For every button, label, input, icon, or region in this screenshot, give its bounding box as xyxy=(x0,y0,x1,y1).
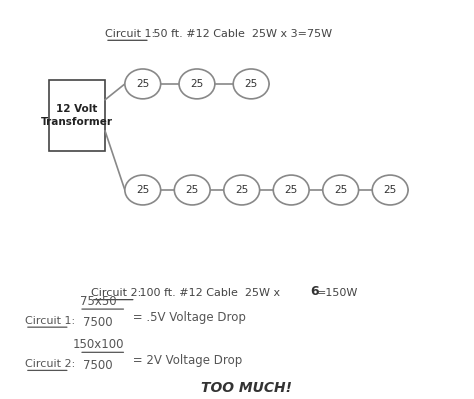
Circle shape xyxy=(125,175,161,205)
Text: =150W: =150W xyxy=(317,288,358,298)
Text: 25: 25 xyxy=(235,185,248,195)
Text: 7500: 7500 xyxy=(83,359,113,372)
Text: 150x100: 150x100 xyxy=(72,338,124,351)
Text: Circuit 1:: Circuit 1: xyxy=(105,29,155,39)
Text: Circuit 2:: Circuit 2: xyxy=(25,359,75,369)
Text: 25: 25 xyxy=(136,79,149,89)
Text: 25: 25 xyxy=(136,185,149,195)
Text: 25: 25 xyxy=(383,185,397,195)
Text: 25: 25 xyxy=(334,185,347,195)
Text: 12 Volt
Transformer: 12 Volt Transformer xyxy=(41,104,113,127)
Text: 50 ft. #12 Cable  25W x 3=75W: 50 ft. #12 Cable 25W x 3=75W xyxy=(150,29,332,39)
Text: = .5V Voltage Drop: = .5V Voltage Drop xyxy=(128,311,246,324)
FancyBboxPatch shape xyxy=(48,80,105,151)
Text: 75x50: 75x50 xyxy=(80,295,116,308)
Text: Circuit 2:: Circuit 2: xyxy=(91,288,141,298)
Text: = 2V Voltage Drop: = 2V Voltage Drop xyxy=(128,354,242,367)
Circle shape xyxy=(179,69,215,99)
Circle shape xyxy=(224,175,260,205)
Text: 6: 6 xyxy=(310,285,319,298)
Circle shape xyxy=(125,69,161,99)
Circle shape xyxy=(273,175,309,205)
Circle shape xyxy=(372,175,408,205)
Text: TOO MUCH!: TOO MUCH! xyxy=(201,381,292,395)
Text: 7500: 7500 xyxy=(83,316,113,329)
Circle shape xyxy=(174,175,210,205)
Text: 25: 25 xyxy=(186,185,199,195)
Text: Circuit 1:: Circuit 1: xyxy=(25,316,75,326)
Text: 25: 25 xyxy=(191,79,203,89)
Text: 25: 25 xyxy=(245,79,258,89)
Circle shape xyxy=(233,69,269,99)
Text: 100 ft. #12 Cable  25W x: 100 ft. #12 Cable 25W x xyxy=(136,288,283,298)
Text: 25: 25 xyxy=(284,185,298,195)
Circle shape xyxy=(323,175,358,205)
